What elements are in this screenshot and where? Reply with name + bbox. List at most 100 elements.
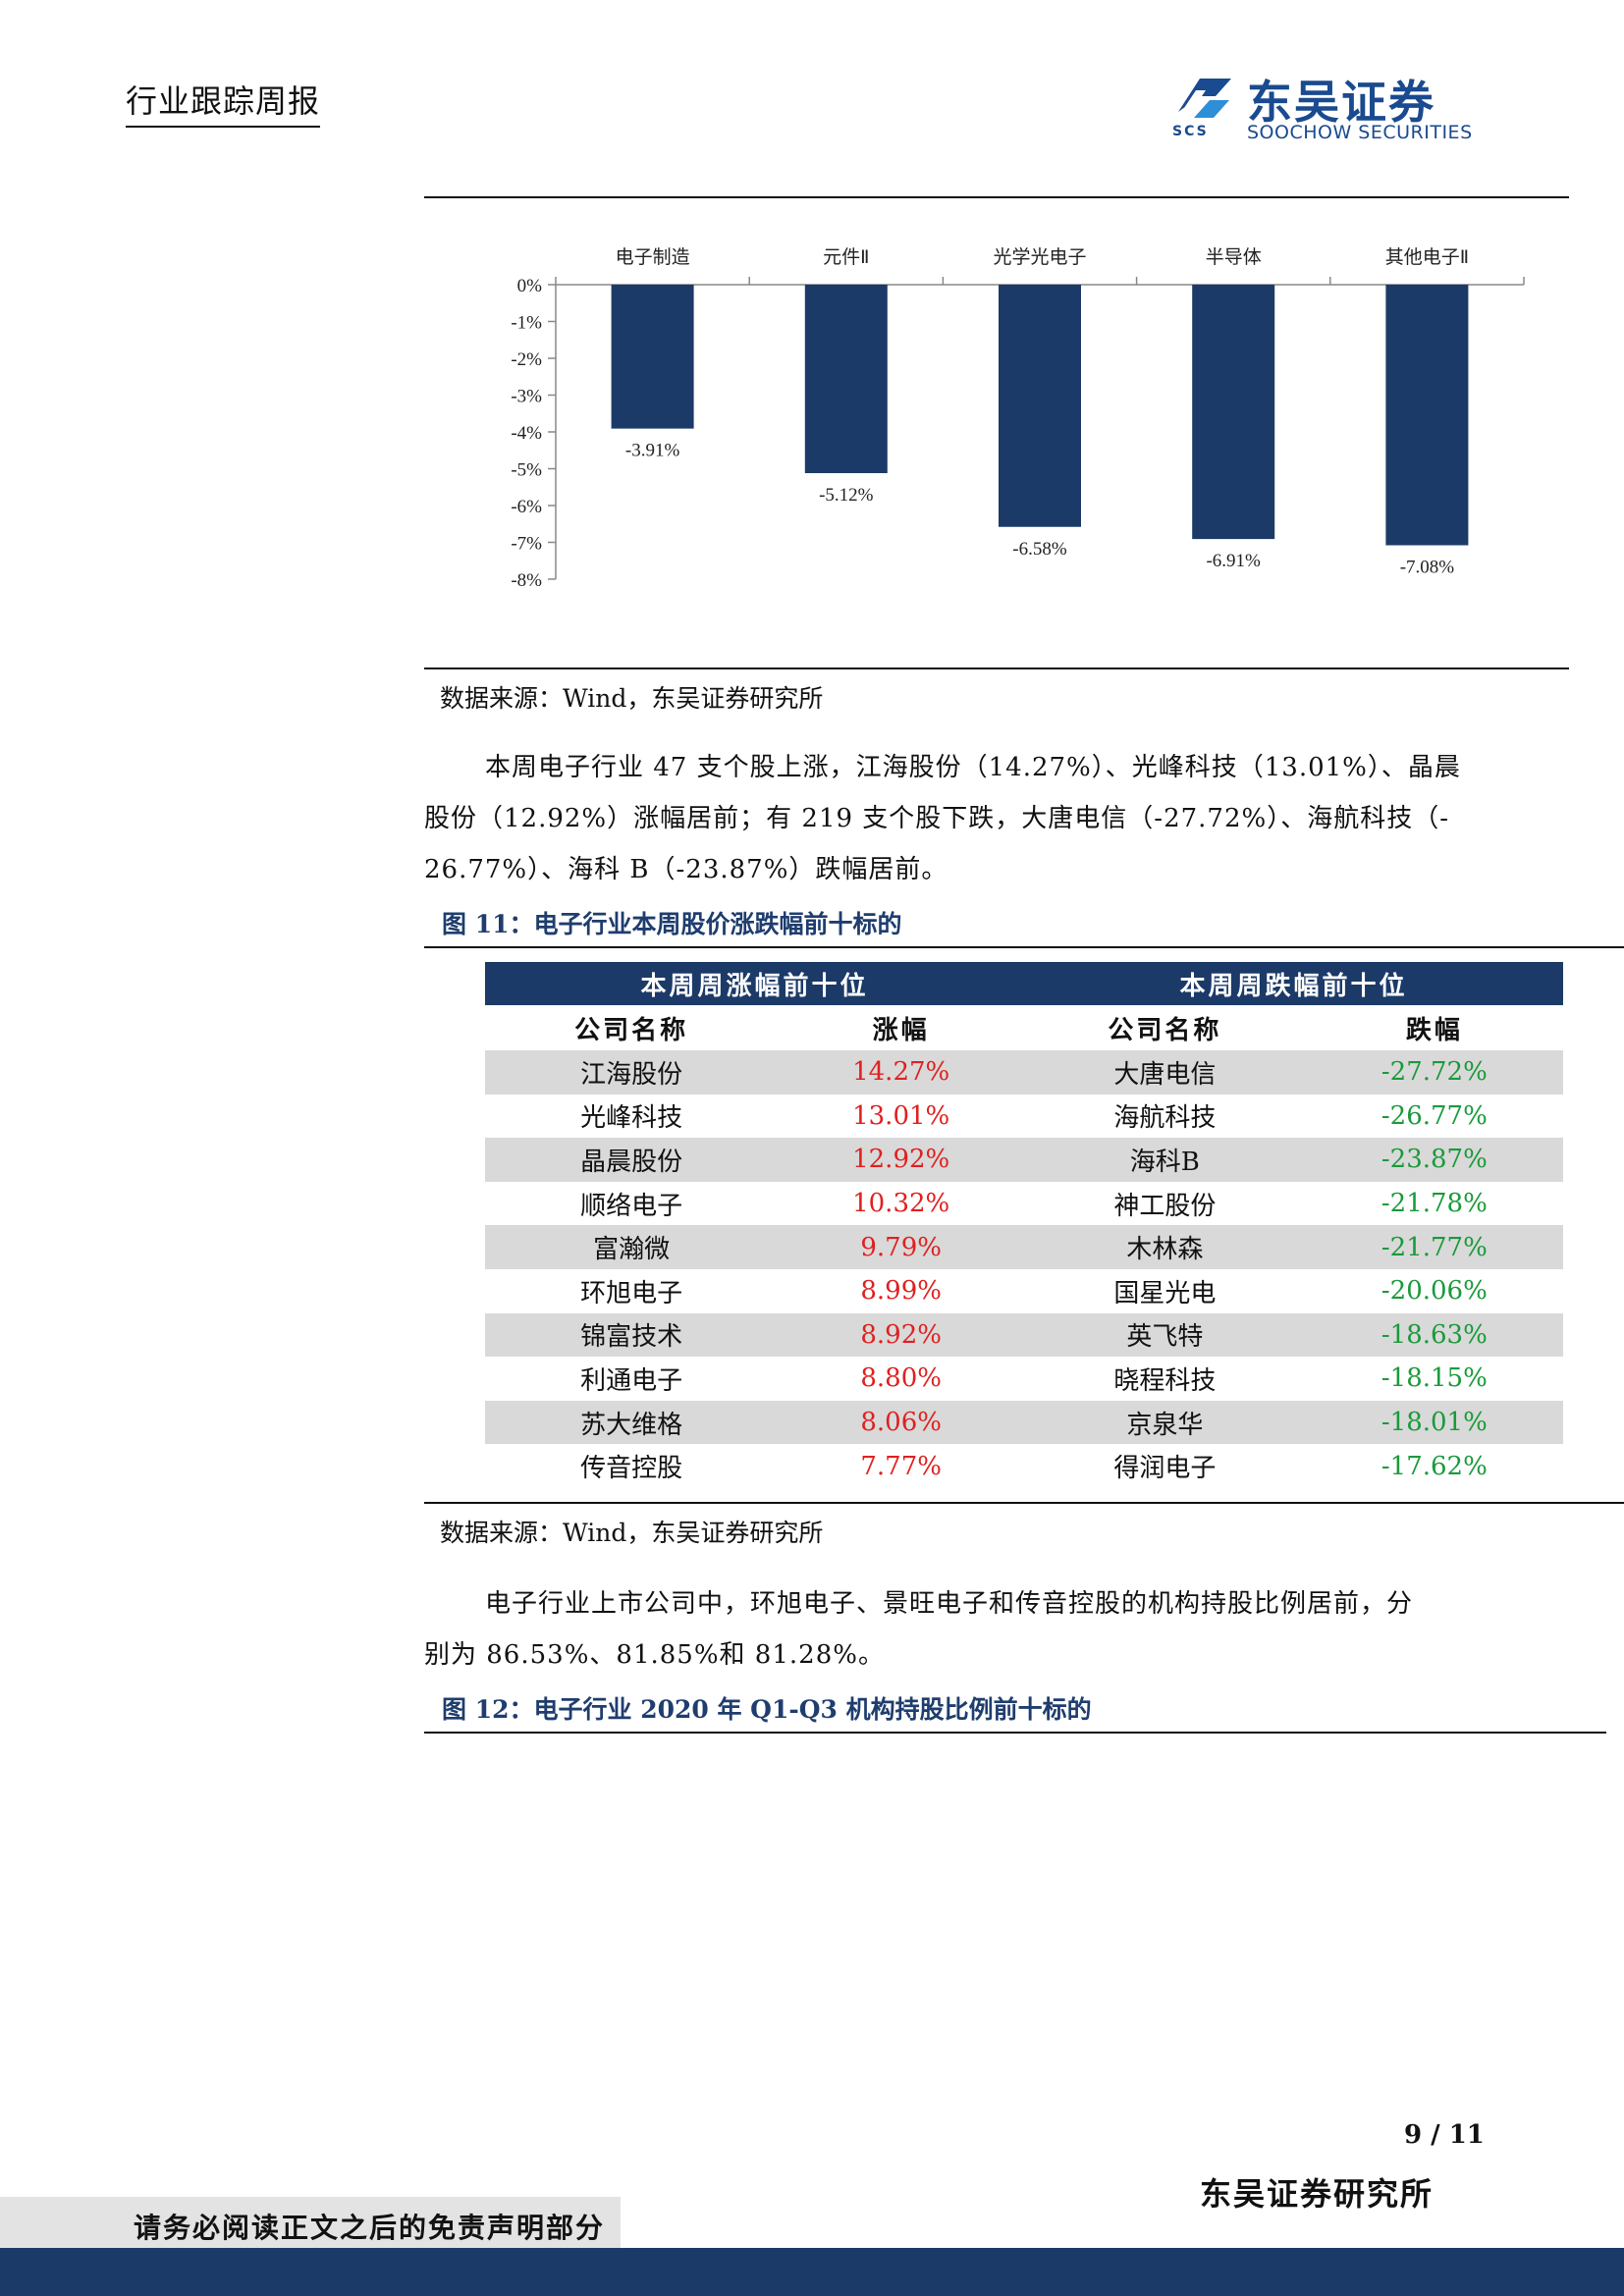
bar-value-label: -7.08% (1400, 558, 1455, 578)
group-header-top-gainers: 本周周涨幅前十位 (485, 962, 1024, 1005)
gainer-company-cell: 江海股份 (485, 1050, 779, 1095)
bar-value-label: -5.12% (819, 485, 874, 506)
ranking-table-container: 本周周涨幅前十位 本周周跌幅前十位 公司名称 涨幅 公司名称 跌幅 江海股份 14… (485, 962, 1563, 1488)
category-label: 光学光电子 (993, 246, 1086, 268)
chart-top-rule (424, 196, 1569, 198)
gainer-change-cell: 8.99% (778, 1268, 1024, 1313)
loser-company-cell: 英飞特 (1023, 1312, 1306, 1358)
column-header-company: 公司名称 (485, 1005, 779, 1050)
table-row: 光峰科技 13.01% 海航科技 -26.77% (485, 1094, 1563, 1139)
table-row: 苏大维格 8.06% 京泉华 -18.01% (485, 1400, 1563, 1445)
chart-source-note: 数据来源：Wind，东吴证券研究所 (440, 684, 824, 713)
gainer-company-cell: 富瀚微 (485, 1225, 779, 1269)
gainer-change-cell: 8.06% (778, 1400, 1024, 1445)
footer-organization: 东吴证券研究所 (1200, 2175, 1435, 2213)
bar-value-label: -6.58% (1012, 539, 1067, 560)
disclaimer-text: 请务必阅读正文之后的免责声明部分 (134, 2212, 606, 2244)
loser-company-cell: 得润电子 (1023, 1444, 1306, 1488)
y-tick-label: -3% (511, 387, 542, 407)
category-label: 半导体 (1206, 246, 1262, 268)
loser-company-cell: 大唐电信 (1023, 1050, 1306, 1095)
loser-change-cell: -18.63% (1305, 1312, 1563, 1358)
y-tick-label: -1% (511, 313, 542, 334)
disclaimer-banner: 请务必阅读正文之后的免责声明部分 (0, 2197, 621, 2256)
gainer-company-cell: 锦富技术 (485, 1312, 779, 1358)
gainer-change-cell: 13.01% (778, 1094, 1024, 1139)
y-tick-label: 0% (517, 276, 543, 296)
figure-12-caption: 图 12：电子行业 2020 年 Q1-Q3 机构持股比例前十标的 (442, 1695, 1092, 1724)
y-tick-label: -2% (511, 349, 542, 370)
bar-value-label: -3.91% (625, 441, 680, 461)
table-row: 环旭电子 8.99% 国星光电 -20.06% (485, 1268, 1563, 1313)
gainer-change-cell: 10.32% (778, 1181, 1024, 1226)
loser-company-cell: 京泉华 (1023, 1400, 1306, 1445)
page-number: 9 / 11 (1404, 2120, 1485, 2150)
bar-value-label: -6.91% (1206, 551, 1261, 571)
loser-change-cell: -23.87% (1305, 1138, 1563, 1182)
price-change-ranking-table: 本周周涨幅前十位 本周周跌幅前十位 公司名称 涨幅 公司名称 跌幅 江海股份 14… (485, 962, 1563, 1488)
loser-change-cell: -21.78% (1305, 1181, 1563, 1226)
gainer-change-cell: 9.79% (778, 1225, 1024, 1269)
logo-english-name: SOOCHOW SECURITIES (1247, 122, 1473, 143)
gainer-company-cell: 环旭电子 (485, 1268, 779, 1313)
loser-company-cell: 晓程科技 (1023, 1357, 1306, 1401)
bar-chart: 0% -1% -2% -3% -4% -5% -6% -7% -8% 电子制造 -3.91% 元件Ⅱ -… (511, 246, 1525, 591)
bar (999, 285, 1081, 527)
gainer-change-cell: 14.27% (778, 1050, 1024, 1095)
table-bottom-rule (424, 1502, 1624, 1504)
gainer-company-cell: 传音控股 (485, 1444, 779, 1488)
paragraph-line: 本周电子行业 47 支个股上涨，江海股份（14.27%）、光峰科技（13.01%… (485, 753, 1461, 782)
report-type-title: 行业跟踪周报 (126, 77, 321, 128)
gainer-company-cell: 光峰科技 (485, 1094, 779, 1139)
table-row: 晶晨股份 12.92% 海科B -23.87% (485, 1138, 1563, 1182)
figure-11-caption: 图 11：电子行业本周股价涨跌幅前十标的 (442, 910, 902, 938)
y-tick-label: -6% (511, 497, 542, 517)
paragraph-line: 电子行业上市公司中，环旭电子、景旺电子和传音控股的机构持股比例居前，分 (485, 1589, 1414, 1619)
loser-company-cell: 木林森 (1023, 1225, 1306, 1269)
category-label: 电子制造 (616, 246, 690, 268)
loser-company-cell: 国星光电 (1023, 1268, 1306, 1313)
bar (1385, 285, 1469, 546)
table-row: 富瀚微 9.79% 木林森 -21.77% (485, 1225, 1563, 1269)
loser-change-cell: -18.01% (1305, 1400, 1563, 1445)
paragraph-line: 26.77%）、海科 B（-23.87%）跌幅居前。 (424, 855, 948, 884)
loser-change-cell: -26.77% (1305, 1094, 1563, 1139)
figure-12-rule (424, 1732, 1606, 1734)
bar (1192, 285, 1275, 540)
loser-change-cell: -17.62% (1305, 1444, 1563, 1488)
footer-color-bar (0, 2248, 1624, 2296)
table-row: 利通电子 8.80% 晓程科技 -18.15% (485, 1357, 1563, 1401)
company-logo: SCS 东吴证券 SOOCHOW SECURITIES (1168, 73, 1492, 145)
category-label: 元件Ⅱ (823, 246, 869, 268)
logo-scs-text: SCS (1172, 124, 1209, 139)
paragraph-institutional-holdings: 电子行业上市公司中，环旭电子、景旺电子和传音控股的机构持股比例居前，分 别为 8… (424, 1578, 1473, 1681)
gainer-change-cell: 8.80% (778, 1357, 1024, 1401)
gainer-company-cell: 利通电子 (485, 1357, 779, 1401)
gainer-company-cell: 苏大维格 (485, 1400, 779, 1445)
y-tick-label: -5% (511, 460, 542, 481)
logo-mark-icon (1178, 79, 1231, 118)
loser-change-cell: -21.77% (1305, 1225, 1563, 1269)
gainer-change-cell: 8.92% (778, 1312, 1024, 1358)
table-row: 传音控股 7.77% 得润电子 -17.62% (485, 1444, 1563, 1488)
paragraph-line: 股份（12.92%）涨幅居前；有 219 支个股下跌，大唐电信（-27.72%）… (424, 804, 1450, 833)
paragraph-line: 别为 86.53%、81.85%和 81.28%。 (424, 1640, 885, 1670)
table-source-note: 数据来源：Wind，东吴证券研究所 (440, 1519, 824, 1547)
chart-bottom-rule (424, 667, 1569, 669)
gainer-change-cell: 7.77% (778, 1444, 1024, 1488)
table-row: 锦富技术 8.92% 英飞特 -18.63% (485, 1312, 1563, 1358)
loser-company-cell: 神工股份 (1023, 1181, 1306, 1226)
category-label: 其他电子Ⅱ (1385, 246, 1469, 268)
bar (804, 285, 888, 473)
column-header-gain: 涨幅 (778, 1005, 1024, 1050)
loser-change-cell: -18.15% (1305, 1357, 1563, 1401)
gainer-company-cell: 晶晨股份 (485, 1138, 779, 1182)
bar (611, 285, 694, 429)
column-header-loss: 跌幅 (1305, 1005, 1563, 1050)
column-header-company: 公司名称 (1023, 1005, 1306, 1050)
loser-company-cell: 海航科技 (1023, 1094, 1306, 1139)
y-tick-label: -8% (511, 570, 542, 591)
figure-11-rule (424, 946, 1624, 948)
gainer-change-cell: 12.92% (778, 1138, 1024, 1182)
y-tick-label: -7% (511, 534, 542, 555)
